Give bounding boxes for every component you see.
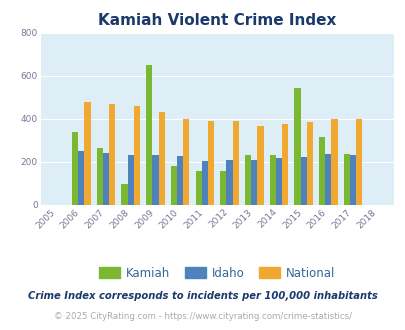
Bar: [251, 160, 257, 205]
Bar: [232, 121, 238, 205]
Bar: [171, 166, 177, 205]
Bar: [121, 184, 127, 205]
Bar: [300, 157, 306, 205]
Bar: [177, 156, 183, 205]
Bar: [318, 137, 324, 205]
Bar: [78, 151, 84, 205]
Bar: [84, 102, 90, 205]
Bar: [343, 154, 349, 205]
Bar: [275, 158, 281, 205]
Text: © 2025 CityRating.com - https://www.cityrating.com/crime-statistics/: © 2025 CityRating.com - https://www.city…: [54, 313, 351, 321]
Bar: [201, 161, 207, 205]
Bar: [183, 119, 189, 205]
Bar: [127, 155, 134, 205]
Bar: [324, 154, 330, 205]
Bar: [195, 171, 201, 205]
Text: Crime Index corresponds to incidents per 100,000 inhabitants: Crime Index corresponds to incidents per…: [28, 291, 377, 301]
Title: Kamiah Violent Crime Index: Kamiah Violent Crime Index: [98, 13, 336, 28]
Bar: [207, 121, 213, 205]
Bar: [220, 171, 226, 205]
Bar: [134, 106, 140, 205]
Legend: Kamiah, Idaho, National: Kamiah, Idaho, National: [94, 262, 339, 284]
Bar: [226, 160, 232, 205]
Bar: [152, 155, 158, 205]
Bar: [269, 155, 275, 205]
Bar: [146, 65, 152, 205]
Bar: [257, 126, 263, 205]
Bar: [96, 148, 103, 205]
Bar: [294, 88, 300, 205]
Bar: [349, 155, 355, 205]
Bar: [244, 155, 251, 205]
Bar: [109, 104, 115, 205]
Bar: [330, 119, 337, 205]
Bar: [158, 112, 164, 205]
Bar: [72, 132, 78, 205]
Bar: [281, 124, 288, 205]
Bar: [103, 153, 109, 205]
Bar: [306, 122, 312, 205]
Bar: [355, 119, 361, 205]
